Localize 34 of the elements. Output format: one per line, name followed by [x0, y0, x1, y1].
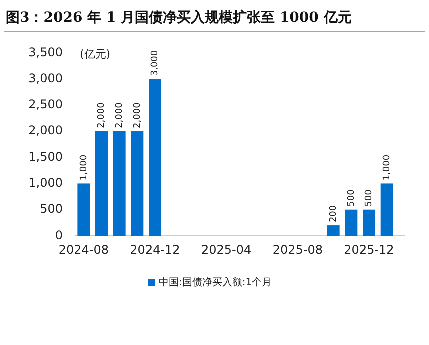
y-tick-label: 3,500 — [28, 45, 63, 60]
data-label: 500 — [364, 189, 375, 207]
bar — [327, 226, 340, 236]
x-tick-label: 2024-08 — [58, 243, 109, 257]
y-tick-label: 1,500 — [28, 150, 63, 164]
y-tick-label: 2,000 — [28, 124, 63, 138]
bar — [96, 131, 108, 236]
y-axis-title: (亿元) — [80, 48, 111, 62]
y-tick-label: 0 — [55, 228, 63, 242]
data-label: 500 — [346, 189, 357, 207]
x-tick-label: 2024-12 — [130, 243, 180, 257]
y-tick-label: 3,000 — [28, 71, 63, 86]
bar — [363, 210, 376, 236]
data-label: 2,000 — [115, 102, 126, 128]
data-label: 1,000 — [382, 154, 393, 181]
data-label: 200 — [329, 205, 340, 223]
bar — [78, 184, 90, 236]
legend-label: 中国:国债净买入额:1个月 — [159, 276, 272, 289]
bar — [149, 79, 162, 236]
x-tick-label: 2025-12 — [344, 243, 394, 257]
data-label: 3,000 — [150, 50, 161, 76]
bar — [131, 131, 144, 236]
data-label: 2,000 — [132, 102, 143, 128]
chart-title: 图3：2026 年 1 月国债净买入规模扩张至 1000 亿元 — [6, 9, 352, 26]
y-tick-label: 2,500 — [28, 98, 63, 112]
x-tick-label: 2025-08 — [272, 243, 323, 257]
y-tick-label: 500 — [40, 202, 63, 216]
bar — [380, 184, 394, 236]
y-tick-label: 1,000 — [28, 176, 63, 190]
data-label: 2,000 — [97, 102, 108, 128]
bar — [113, 131, 126, 236]
bar — [345, 210, 358, 236]
data-label: 1,000 — [79, 154, 90, 181]
x-tick-label: 2025-04 — [202, 243, 252, 257]
